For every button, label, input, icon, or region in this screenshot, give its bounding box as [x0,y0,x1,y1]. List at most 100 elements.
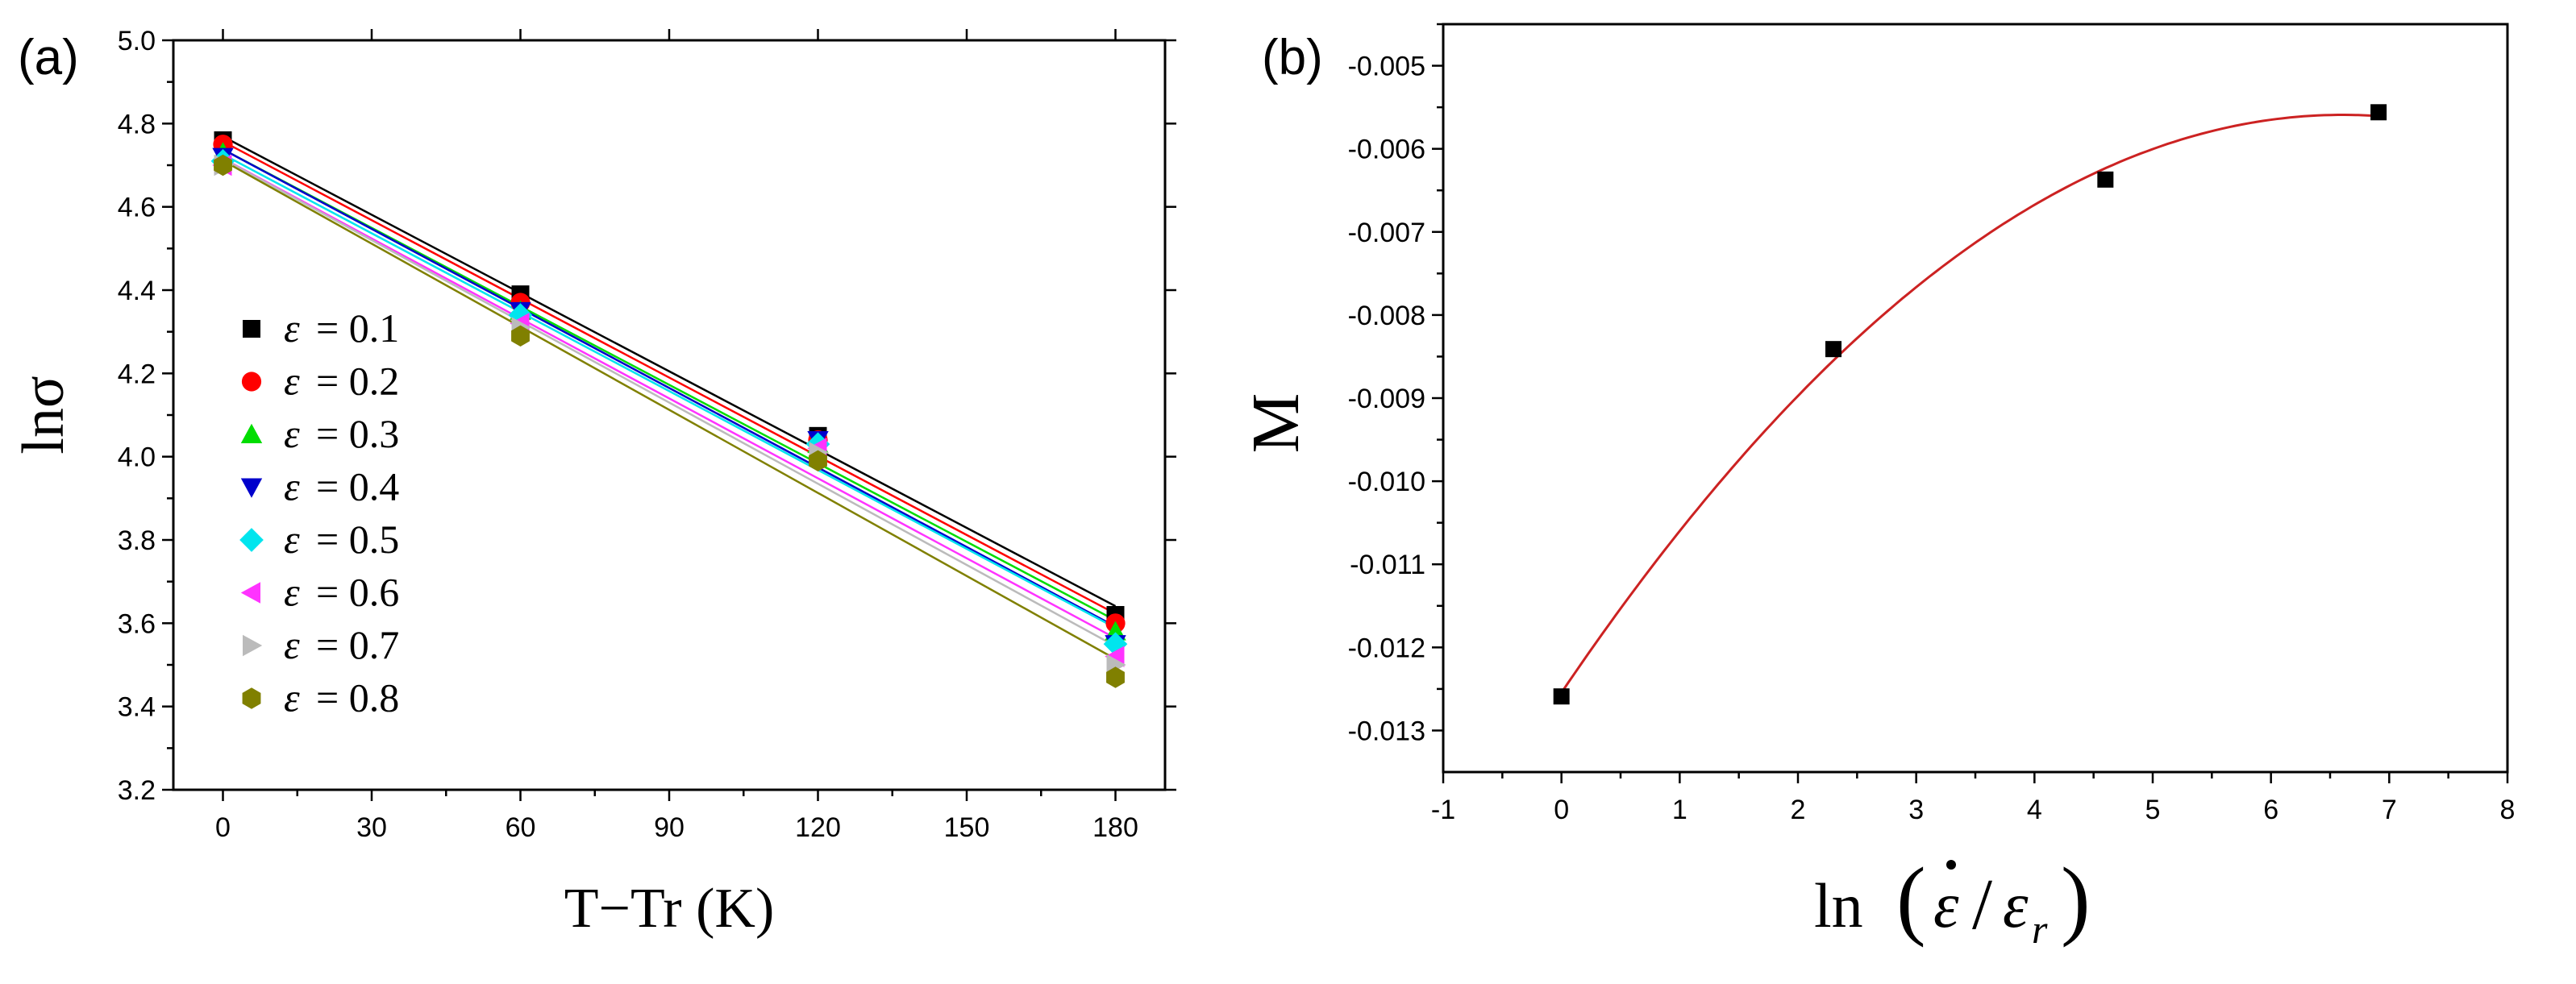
panel-a-y-tick-label: 5.0 [118,26,156,56]
panel-a-y-tick-label: 4.8 [118,109,156,139]
panel-a-legend-symbol: ε [284,411,300,456]
panel-a-x-tick-label: 120 [795,812,841,843]
panel-a-data-points [210,131,1128,688]
panel-a-y-tick-label: 3.2 [118,775,156,806]
panel-b-y-tick-label: -0.007 [1348,218,1425,248]
panel-a-data-point [214,154,232,176]
panel-a-legend-marker [243,320,260,338]
panel-a-legend-marker [242,687,261,709]
panel-a-fit-line [222,160,1117,660]
panel-b-label: (b) [1262,30,1323,85]
panel-b-data-point [2097,171,2114,188]
panel-a-fit-line [222,153,1117,629]
panel-b-quadratic-fit-curve [1560,114,2379,694]
panel-a-legend-symbol: ε [284,570,300,615]
panel-b-data-point [1825,341,1841,358]
panel-b-data-points [1553,104,2387,705]
panel-a-legend-marker [243,634,263,657]
panel-b-x-tick-label: 4 [2027,795,2042,825]
panel-a-x-axis-title: T−Tr (K) [564,878,775,940]
panel-b-x-tick-label: 3 [1908,795,1924,825]
panel-b-y-tick-label: -0.012 [1348,633,1425,663]
panel-b-x-tick-label: 2 [1791,795,1806,825]
panel-a-legend-symbol: ε [284,359,300,404]
panel-b-y-axis-title: M [1238,393,1313,454]
panel-b-fit-curve [1560,114,2379,694]
panel-b-data-point [1553,688,1570,705]
panel-a-legend-label: = 0.3 [316,411,399,456]
panel-a-legend-marker [240,423,263,443]
panel-a-ticks: 0 30 60 90 120 150 180 3.2 3.4 3.6 3.8 4.0 4.2 4.4 4.6… [118,26,1176,843]
panel-a-y-tick-label: 3.4 [118,692,156,723]
panel-a-x-tick-label: 0 [215,812,231,843]
panel-b-x-axis-epsilon-dot: ε [1933,870,1959,941]
panel-a-data-point [1103,632,1128,657]
panel-b-x-axis-close-paren: ) [2061,849,2091,948]
panel-b-x-tick-label: 0 [1554,795,1569,825]
panel-a-legend-label: = 0.8 [316,675,399,720]
panel-a-data-point [809,450,827,472]
panel-a-legend-symbol: ε [284,675,300,720]
panel-b-x-axis-open-paren: ( [1896,849,1926,948]
panel-a-x-tick-label: 90 [654,812,685,843]
panel-a-legend-marker [241,372,262,392]
panel-b-y-tick-label: -0.006 [1348,135,1425,165]
panel-a-x-tick-label: 30 [356,812,387,843]
panel-b-x-axis-subscript-r: r [2032,907,2048,952]
panel-b-plot-frame [1442,23,2509,774]
panel-b-x-tick-label: 8 [2500,795,2516,825]
panel-b-x-axis-title-ln: ln [1814,870,1863,940]
panel-a-legend-marker [240,582,260,604]
panel-b-x-axis-epsilon: ε [2003,870,2029,941]
panel-a-legend: ε = 0.1 ε = 0.2 ε = 0.3 ε = 0.4 ε = 0.5 ε = 0.6 ε = 0… [239,305,399,720]
panel-b: (b) -1 0 1 2 3 4 5 6 7 8-0.013-0.012-0.011-0.010-… [1238,23,2516,952]
panel-b-y-tick-label: -0.010 [1348,467,1425,497]
panel-b-y-tick-label: -0.009 [1348,384,1425,414]
panel-a-y-tick-label: 3.8 [118,525,156,556]
panel-a-x-tick-label: 150 [944,812,990,843]
panel-a: (a) 0 30 60 90 120 150 180 3.2 3.4 3.6 3.8 4.0 4.2 4.… [10,26,1176,940]
panel-b-x-axis-title: ln ( ε / ε r ) [1814,849,2091,952]
panel-a-y-tick-label: 4.6 [118,193,156,223]
panel-b-y-tick-label: -0.013 [1348,716,1425,746]
panel-b-x-tick-label: -1 [1431,795,1455,825]
panel-a-legend-label: = 0.4 [316,464,399,509]
panel-b-x-tick-label: 1 [1672,795,1688,825]
panel-a-y-tick-label: 4.2 [118,359,156,389]
panel-a-y-tick-label: 3.6 [118,608,156,639]
panel-b-x-tick-label: 6 [2263,795,2278,825]
panel-b-ticks: -1 0 1 2 3 4 5 6 7 8 -0.013 -0.012 -0.011 -0.010 -0.00… [1348,23,2516,825]
panel-a-fit-line [222,140,1117,615]
panel-a-fit-line [222,158,1117,647]
panel-b-data-point [2370,104,2387,121]
panel-a-y-tick-label: 4.4 [118,276,156,306]
panel-b-x-axis-dot-accent [1946,860,1956,870]
panel-a-data-point [511,325,530,347]
panel-a-fit-line [222,148,1117,628]
panel-b-x-axis-slash: / [1972,865,1992,945]
panel-a-x-tick-label: 180 [1092,812,1138,843]
panel-a-data-point [1106,666,1125,688]
panel-a-legend-symbol: ε [284,305,300,351]
panel-b-x-tick-label: 5 [2145,795,2161,825]
panel-a-legend-marker [239,528,264,552]
panel-a-fit-lines [222,135,1117,660]
panel-b-y-tick-label: -0.008 [1348,301,1425,331]
panel-a-legend-label: = 0.6 [316,570,399,615]
panel-a-legend-label: = 0.7 [316,622,399,667]
panel-a-y-axis-title: lnσ [10,376,77,454]
panel-a-fit-line [222,157,1117,640]
panel-a-legend-label: = 0.2 [316,359,399,404]
panel-a-y-tick-label: 4.0 [118,442,156,473]
panel-a-legend-label: = 0.5 [316,517,399,562]
panel-a-legend-symbol: ε [284,464,300,509]
panel-a-fit-line [222,135,1117,608]
panel-b-x-tick-label: 7 [2382,795,2397,825]
panel-a-legend-symbol: ε [284,622,300,667]
panel-a-x-tick-label: 60 [506,812,536,843]
panel-b-y-tick-label: -0.005 [1348,52,1425,82]
panel-a-legend-label: = 0.1 [316,305,399,351]
panel-a-legend-marker [240,478,263,498]
panel-a-legend-symbol: ε [284,517,300,562]
